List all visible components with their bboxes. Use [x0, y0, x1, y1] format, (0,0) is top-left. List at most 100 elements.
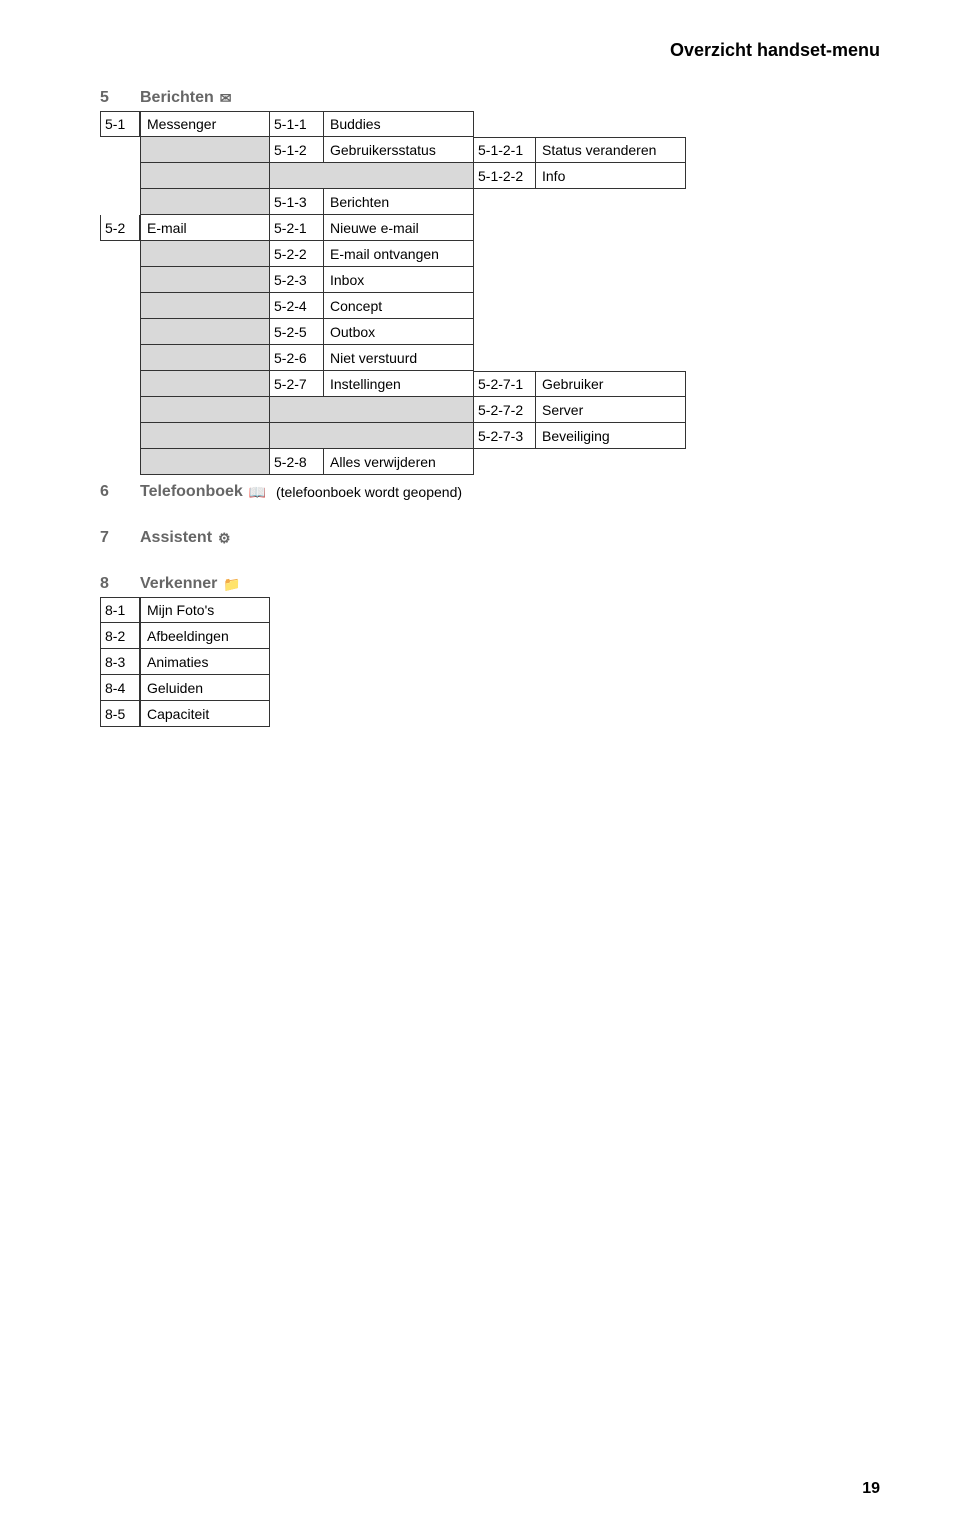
page-header: Overzicht handset-menu: [100, 40, 880, 61]
table-row: 5-2 E-mail 5-2-1 Nieuwe e-mail: [100, 215, 880, 241]
cell-num: 5-2-6: [270, 345, 324, 371]
section-6-header: 6 Telefoonboek 📖 (telefoonboek wordt geo…: [100, 479, 880, 505]
section-7-header: 7 Assistent ⚙: [100, 525, 880, 551]
table-row: 5-2-2 E-mail ontvangen: [100, 241, 880, 267]
cell-num: 5-2-7: [270, 371, 324, 397]
table-row: 5-2-7 Instellingen 5-2-7-1 Gebruiker: [100, 371, 880, 397]
cell-label: E-mail ontvangen: [324, 241, 474, 267]
table-row: 5-1 Messenger 5-1-1 Buddies: [100, 111, 880, 137]
table-row: 8-5 Capaciteit: [100, 701, 880, 727]
table-row: 5-2-7-2 Server: [100, 397, 880, 423]
cell-num: 5-2-7-1: [474, 371, 536, 397]
section-num: 7: [100, 529, 140, 547]
cell-label: Capaciteit: [140, 701, 270, 727]
cell-num: 5-2-1: [270, 215, 324, 241]
cell-label: Buddies: [324, 111, 474, 137]
cell-num: 5-2-7-3: [474, 423, 536, 449]
cell-label: Info: [536, 163, 686, 189]
section-title: Assistent ⚙: [140, 529, 270, 547]
table-row: 8-4 Geluiden: [100, 675, 880, 701]
section-num: 8: [100, 575, 140, 593]
cell-label: Animaties: [140, 649, 270, 675]
cell-label: Niet verstuurd: [324, 345, 474, 371]
cell-num: 5-1-3: [270, 189, 324, 215]
cell-num: 5-1-2: [270, 137, 324, 163]
table-row: 5-2-4 Concept: [100, 293, 880, 319]
cell-label: Status veranderen: [536, 137, 686, 163]
cell-label: Nieuwe e-mail: [324, 215, 474, 241]
cell-label: Beveiliging: [536, 423, 686, 449]
table-row: 5-2-8 Alles verwijderen: [100, 449, 880, 475]
cell-num: 8-3: [100, 649, 140, 675]
cell-label: Berichten: [324, 189, 474, 215]
folder-icon: 📁: [223, 576, 240, 593]
table-row: 5-2-3 Inbox: [100, 267, 880, 293]
cell-label: Mijn Foto's: [140, 597, 270, 623]
section-note: (telefoonboek wordt geopend): [270, 484, 462, 500]
cell-label: Messenger: [140, 111, 270, 137]
cell-num: 5-2-7-2: [474, 397, 536, 423]
assistant-icon: ⚙: [218, 530, 231, 547]
page-number: 19: [862, 1480, 880, 1498]
cell-num: 5-2-4: [270, 293, 324, 319]
shaded-cell: [140, 423, 270, 449]
cell-num: 8-5: [100, 701, 140, 727]
mail-icon: ✉: [220, 90, 232, 107]
shaded-cell: [140, 241, 270, 267]
cell-label: Inbox: [324, 267, 474, 293]
section-5-header: 5 Berichten ✉: [100, 85, 880, 111]
section-num: 5: [100, 89, 140, 107]
table-row: 5-2-5 Outbox: [100, 319, 880, 345]
cell-label: Instellingen: [324, 371, 474, 397]
shaded-cell: [270, 163, 474, 189]
cell-label: Gebruiker: [536, 371, 686, 397]
table-row: 8-1 Mijn Foto's: [100, 597, 880, 623]
cell-label: Alles verwijderen: [324, 449, 474, 475]
section-title: Verkenner 📁: [140, 575, 270, 593]
cell-num: 5-1-1: [270, 111, 324, 137]
shaded-cell: [140, 397, 270, 423]
table-row: 8-3 Animaties: [100, 649, 880, 675]
cell-num: 8-1: [100, 597, 140, 623]
shaded-cell: [270, 397, 474, 423]
cell-num: 5-2-5: [270, 319, 324, 345]
cell-label: Gebruikersstatus: [324, 137, 474, 163]
phonebook-icon: 📖: [249, 484, 266, 501]
cell-num: 5-1-2-1: [474, 137, 536, 163]
cell-num: 8-4: [100, 675, 140, 701]
cell-label: E-mail: [140, 215, 270, 241]
table-row: 8-2 Afbeeldingen: [100, 623, 880, 649]
shaded-cell: [140, 345, 270, 371]
cell-num: 5-2-8: [270, 449, 324, 475]
cell-label: Concept: [324, 293, 474, 319]
cell-num: 8-2: [100, 623, 140, 649]
table-row: 5-2-7-3 Beveiliging: [100, 423, 880, 449]
shaded-cell: [140, 267, 270, 293]
cell-num: 5-2-3: [270, 267, 324, 293]
shaded-cell: [270, 423, 474, 449]
section-title-text: Telefoonboek: [140, 483, 243, 501]
cell-num: 5-2: [100, 215, 140, 241]
shaded-cell: [140, 137, 270, 163]
table-row: 5-1-2-2 Info: [100, 163, 880, 189]
cell-num: 5-1: [100, 111, 140, 137]
section-title-text: Verkenner: [140, 575, 217, 593]
cell-label: Afbeeldingen: [140, 623, 270, 649]
section-title: Telefoonboek 📖: [140, 483, 270, 501]
cell-label: Server: [536, 397, 686, 423]
shaded-cell: [140, 189, 270, 215]
table-row: 5-1-2 Gebruikersstatus 5-1-2-1 Status ve…: [100, 137, 880, 163]
cell-label: Outbox: [324, 319, 474, 345]
section-title-text: Berichten: [140, 89, 214, 107]
table-row: 5-2-6 Niet verstuurd: [100, 345, 880, 371]
shaded-cell: [140, 293, 270, 319]
section-num: 6: [100, 483, 140, 501]
section-8-header: 8 Verkenner 📁: [100, 571, 880, 597]
table-row: 5-1-3 Berichten: [100, 189, 880, 215]
shaded-cell: [140, 319, 270, 345]
cell-num: 5-1-2-2: [474, 163, 536, 189]
cell-num: 5-2-2: [270, 241, 324, 267]
shaded-cell: [140, 371, 270, 397]
cell-label: Geluiden: [140, 675, 270, 701]
shaded-cell: [140, 163, 270, 189]
